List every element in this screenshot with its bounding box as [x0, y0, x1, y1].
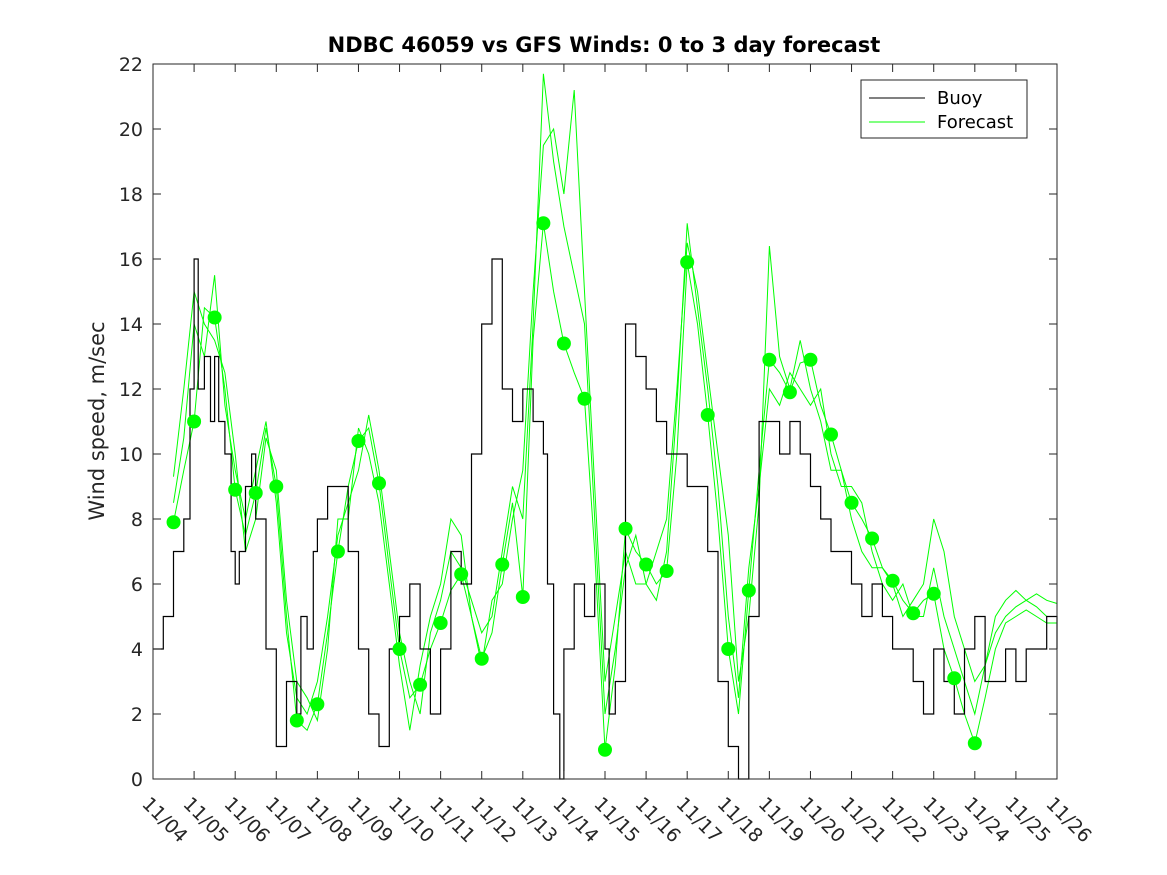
y-tick-label: 20	[119, 119, 143, 141]
legend-box	[860, 79, 1028, 139]
forecast-marker	[618, 521, 633, 536]
legend: Buoy Forecast	[860, 79, 1028, 139]
legend-forecast-label: Forecast	[937, 112, 1013, 133]
y-tick-label: 8	[131, 509, 143, 531]
forecast-marker	[310, 697, 325, 712]
forecast-marker	[926, 586, 941, 601]
forecast-marker	[844, 495, 859, 510]
y-tick-label: 4	[131, 639, 143, 661]
buoy-series	[153, 258, 1058, 780]
forecast-marker	[639, 557, 654, 572]
forecast-marker	[454, 567, 469, 582]
forecast-marker	[741, 583, 756, 598]
forecast-marker	[474, 651, 489, 666]
forecast-marker	[659, 564, 674, 578]
forecast-marker	[372, 476, 386, 491]
forecast-marker	[577, 391, 592, 406]
forecast-marker	[803, 352, 818, 367]
forecast-marker	[700, 408, 715, 422]
forecast-marker	[865, 531, 880, 546]
forecast-marker	[824, 427, 838, 442]
forecast-marker	[248, 486, 263, 500]
y-tick-label: 22	[119, 54, 143, 76]
forecast-marker	[330, 544, 345, 559]
forecast-marker	[906, 606, 921, 621]
y-tick-label: 10	[119, 444, 143, 466]
y-tick-label: 16	[119, 249, 143, 271]
forecast-marker	[967, 736, 982, 751]
y-axis-label: Wind speed, m/sec	[85, 321, 109, 520]
forecast-marker	[433, 616, 448, 630]
forecast-marker	[721, 642, 736, 656]
forecast-marker	[413, 677, 428, 692]
forecast-marker	[782, 385, 797, 400]
forecast-marker	[228, 482, 243, 497]
forecast-marker	[269, 479, 284, 494]
forecast-marker	[392, 642, 407, 656]
forecast-marker	[885, 573, 900, 588]
forecast-line	[173, 89, 1058, 731]
forecast-marker	[947, 671, 962, 686]
forecast-marker	[536, 216, 551, 231]
forecast-marker	[515, 590, 530, 604]
forecast-marker	[556, 336, 571, 351]
chart-title: NDBC 46059 vs GFS Winds: 0 to 3 day fore…	[328, 33, 881, 57]
forecast-marker	[166, 515, 181, 530]
legend-buoy-label: Buoy	[937, 88, 983, 109]
y-tick-label: 2	[131, 704, 143, 726]
buoy-line	[153, 258, 1058, 780]
y-tick-label: 6	[131, 574, 143, 596]
forecast-marker	[289, 713, 304, 728]
y-tick-label: 0	[131, 769, 143, 791]
forecast-marker	[187, 414, 202, 429]
y-tick-label: 12	[119, 379, 143, 401]
y-tick-label: 18	[119, 184, 143, 206]
forecast-marker	[207, 310, 222, 325]
forecast-marker	[495, 557, 510, 572]
forecast-marker	[680, 255, 695, 270]
forecast-marker	[351, 434, 366, 448]
forecast-marker	[598, 742, 612, 757]
forecast-marker	[762, 352, 777, 367]
forecast-markers	[166, 216, 982, 757]
y-tick-label: 14	[119, 314, 143, 336]
